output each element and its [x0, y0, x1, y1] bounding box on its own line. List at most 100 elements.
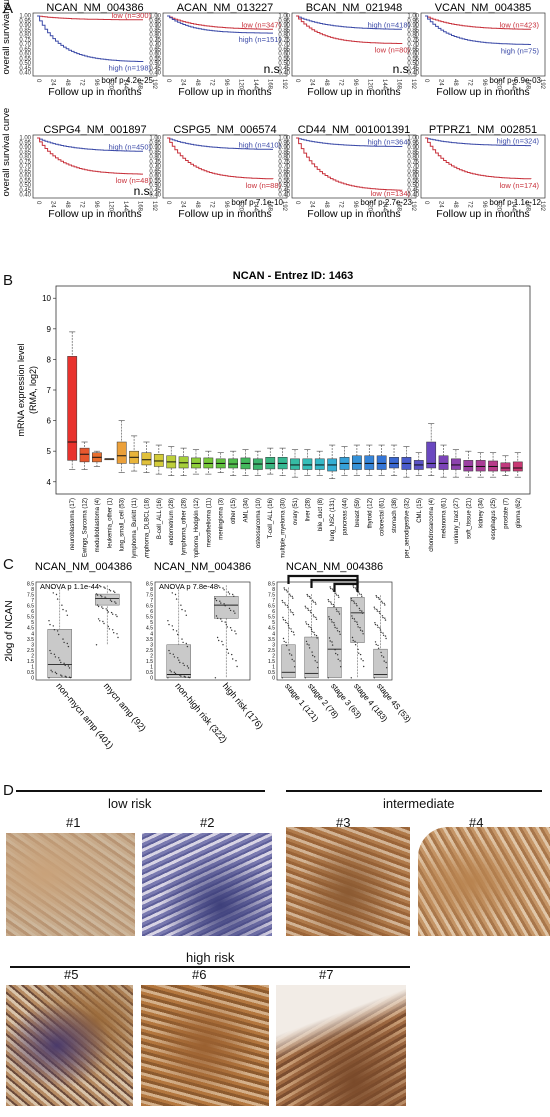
category-label: breast (59)	[355, 498, 361, 527]
data-point	[329, 586, 331, 588]
survival-curve	[296, 15, 403, 44]
survival-plot: NCAN_NM_0043861.000.950.900.850.800.750.…	[19, 2, 158, 98]
data-point	[378, 598, 380, 600]
data-point	[328, 637, 331, 639]
survival-xtick: 48	[452, 201, 458, 208]
ytick-label: 7.5	[27, 593, 34, 599]
survival-bottom-label: low (n=174)	[500, 181, 540, 190]
survival-xtick: 120	[496, 79, 502, 90]
data-point	[351, 617, 354, 619]
survival-ytick: 0.95	[149, 18, 161, 24]
category-label: non-high risk (322)	[173, 681, 229, 745]
data-point	[333, 624, 336, 626]
data-point	[95, 644, 98, 646]
survival-ytick: 0.90	[149, 23, 161, 29]
survival-xtick: 0	[165, 201, 171, 205]
survival-ytick: 0.75	[149, 37, 161, 43]
survival-bottom-label: low (n=48)	[116, 176, 152, 185]
data-point	[330, 587, 332, 590]
data-point	[180, 604, 182, 606]
data-point	[383, 602, 385, 605]
data-point	[187, 667, 190, 669]
data-point	[306, 643, 308, 645]
data-point	[187, 676, 190, 678]
survival-ytick: 0.50	[278, 183, 290, 189]
survival-xlabel: Follow up in months	[307, 208, 400, 220]
data-point	[377, 597, 380, 599]
survival-bottom-label: low (n=134)	[371, 189, 411, 198]
data-point	[99, 585, 101, 587]
data-point	[380, 651, 382, 654]
ytick-label: 1	[31, 664, 34, 670]
survival-xtick: 144	[381, 79, 387, 90]
category-label: mycn amp (92)	[102, 681, 148, 733]
data-point	[308, 647, 311, 649]
data-point	[99, 620, 101, 622]
category-label: AML (34)	[243, 498, 249, 522]
data-point	[379, 627, 381, 629]
category-label: medulloblastoma (4)	[95, 498, 101, 552]
data-point	[336, 654, 339, 656]
data-point	[55, 593, 58, 596]
survival-ytick: 0.40	[19, 71, 31, 77]
data-point	[351, 636, 354, 639]
data-point	[107, 625, 110, 628]
data-point	[314, 601, 316, 604]
histology-image-3	[286, 827, 410, 936]
survival-plot-frame	[162, 12, 288, 77]
data-point	[374, 623, 377, 626]
ytick-label: 6.5	[146, 604, 153, 610]
survival-ytick: 0.70	[278, 42, 290, 48]
survival-ytick: 0.75	[407, 159, 419, 165]
survival-xtick: 72	[209, 79, 215, 86]
data-point	[353, 586, 355, 589]
survival-bottom-label: low (n=80)	[375, 46, 411, 55]
category-label: neuroblastoma (17)	[70, 498, 76, 550]
ytick-label: 4.5	[146, 626, 153, 632]
category-label: ovary (51)	[293, 498, 299, 525]
survival-ytick: 1.00	[19, 14, 31, 20]
data-point	[188, 676, 191, 679]
survival-stat: bonf p 2.7e-23	[360, 198, 412, 207]
data-point	[117, 636, 119, 639]
survival-curve	[167, 15, 273, 34]
data-point	[235, 633, 237, 635]
category-label: Ewings_Sarcoma (12)	[83, 498, 89, 557]
data-point	[53, 653, 56, 655]
category-label: thyroid (12)	[367, 498, 373, 528]
survival-stat: n.s.	[134, 184, 153, 198]
category-label: multiple_myeloma (30)	[281, 498, 287, 558]
survival-ytick: 0.45	[278, 188, 290, 194]
data-point	[59, 659, 61, 661]
survival-ytick: 0.55	[19, 56, 31, 62]
sample-label-7: #7	[319, 967, 334, 982]
survival-ytick: 0.85	[149, 150, 161, 156]
survival-bottom-label: high (n=198)	[109, 64, 152, 73]
category-label: glioma (62)	[516, 498, 522, 528]
ylabel-unit: (RMA, log2)	[28, 366, 38, 414]
ytick-label: 4	[150, 631, 153, 637]
data-point	[357, 648, 359, 651]
data-point	[358, 607, 361, 610]
ytick-label: 0	[31, 675, 34, 681]
category-label: leukemia_other (1)	[107, 498, 113, 548]
box	[141, 452, 152, 466]
data-point	[354, 587, 357, 589]
survival-xtick: 48	[194, 79, 200, 86]
data-point	[354, 644, 357, 646]
survival-plot-title: CD44_NM_001001391	[298, 124, 411, 136]
survival-xtick: 192	[151, 79, 157, 90]
survival-xtick: 24	[438, 201, 444, 208]
survival-ytick: 0.70	[407, 42, 419, 48]
survival-xlabel: Follow up in months	[436, 208, 529, 220]
ytick-label: 1.5	[268, 659, 275, 665]
data-point	[328, 618, 331, 620]
survival-ytick: 0.85	[19, 150, 31, 156]
survival-curve	[37, 137, 143, 152]
survival-xtick: 144	[381, 201, 387, 212]
data-point	[382, 634, 385, 636]
data-point	[185, 642, 187, 645]
data-point	[356, 605, 358, 607]
ytick-label: 7.5	[268, 593, 275, 599]
data-point	[281, 599, 283, 602]
